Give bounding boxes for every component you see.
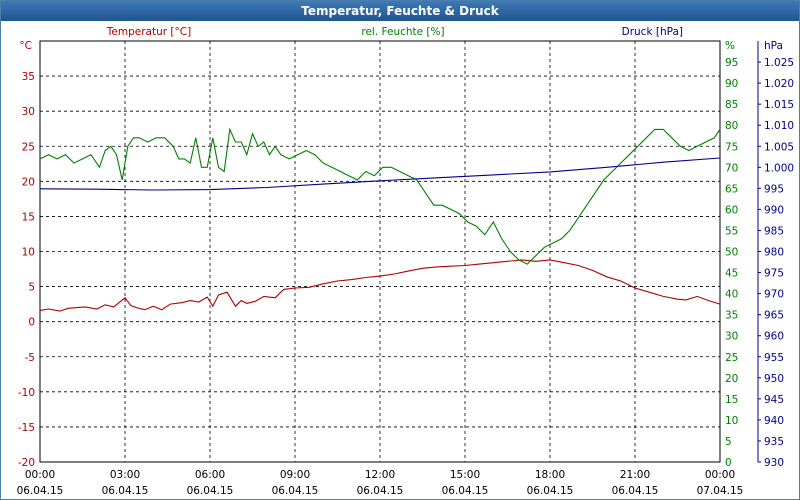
x-tick-time: 18:00: [535, 469, 565, 481]
pressure-tick-label: 985: [764, 225, 784, 237]
pressure-tick-label: 965: [764, 310, 784, 322]
x-tick-time: 21:00: [620, 469, 650, 481]
x-tick-date: 07.04.15: [697, 485, 744, 497]
x-tick-date: 06.04.15: [102, 485, 149, 497]
pressure-tick-label: 930: [764, 457, 784, 469]
pressure-tick-label: 940: [764, 415, 784, 427]
x-tick-time: 15:00: [450, 469, 480, 481]
temp-tick-label: -20: [18, 457, 35, 469]
pressure-tick-label: 970: [764, 289, 784, 301]
humidity-tick-label: 95: [725, 57, 738, 69]
temp-tick-label: -10: [18, 387, 35, 399]
temp-tick-label: 10: [22, 247, 35, 259]
x-tick-time: 09:00: [280, 469, 310, 481]
temp-tick-label: -5: [25, 352, 35, 364]
temp-tick-label: 20: [22, 176, 35, 188]
pressure-tick-label: 995: [764, 183, 784, 195]
window-title: Temperatur, Feuchte & Druck: [1, 1, 799, 21]
x-tick-time: 00:00: [705, 469, 735, 481]
series-line-humidity: [39, 127, 721, 265]
pressure-unit-label: hPa: [764, 40, 783, 52]
pressure-tick-label: 980: [764, 247, 784, 259]
temp-tick-label: 30: [22, 106, 35, 118]
temp-tick-label: 5: [28, 282, 35, 294]
legend-humidity: rel. Feuchte [%]: [361, 26, 444, 38]
humidity-tick-label: 55: [725, 225, 738, 237]
x-tick-time: 12:00: [365, 469, 395, 481]
pressure-tick-label: 1.025: [764, 57, 794, 69]
humidity-tick-label: 10: [725, 415, 738, 427]
x-tick-date: 06.04.15: [17, 485, 64, 497]
pressure-tick-label: 935: [764, 436, 784, 448]
temp-unit-label: °C: [19, 40, 32, 52]
legend-temperature: Temperatur [°C]: [106, 26, 191, 38]
pressure-tick-label: 1.020: [764, 78, 794, 90]
x-tick-time: 06:00: [195, 469, 225, 481]
humidity-tick-label: 35: [725, 310, 738, 322]
x-tick-date: 06.04.15: [612, 485, 659, 497]
temp-tick-label: -15: [18, 422, 35, 434]
pressure-tick-label: 960: [764, 331, 784, 343]
temp-tick-label: 0: [28, 317, 35, 329]
pressure-tick-label: 975: [764, 268, 784, 280]
humidity-tick-label: 0: [725, 457, 732, 469]
x-tick-date: 06.04.15: [187, 485, 234, 497]
humidity-tick-label: 65: [725, 183, 738, 195]
x-tick-time: 03:00: [110, 469, 140, 481]
humidity-tick-label: 60: [725, 204, 738, 216]
temp-tick-label: 25: [22, 141, 35, 153]
pressure-tick-label: 990: [764, 204, 784, 216]
pressure-tick-label: 1.010: [764, 120, 794, 132]
humidity-tick-label: 45: [725, 268, 738, 280]
x-tick-time: 00:00: [25, 469, 55, 481]
temp-tick-label: 15: [22, 211, 35, 223]
humidity-tick-label: 25: [725, 352, 738, 364]
x-tick-date: 06.04.15: [272, 485, 319, 497]
humidity-tick-label: 70: [725, 162, 738, 174]
pressure-tick-label: 950: [764, 373, 784, 385]
pressure-tick-label: 1.015: [764, 99, 794, 111]
series-line-temperature: [39, 259, 721, 312]
x-tick-date: 06.04.15: [442, 485, 489, 497]
humidity-tick-label: 75: [725, 141, 738, 153]
temp-tick-label: 35: [22, 71, 35, 83]
legend-pressure: Druck [hPa]: [622, 26, 683, 38]
pressure-tick-label: 1.000: [764, 162, 794, 174]
humidity-tick-label: 40: [725, 289, 738, 301]
humidity-tick-label: 50: [725, 247, 738, 259]
x-tick-date: 06.04.15: [527, 485, 574, 497]
pressure-tick-label: 945: [764, 394, 784, 406]
pressure-tick-label: 1.005: [764, 141, 794, 153]
humidity-tick-label: 15: [725, 394, 738, 406]
series-line-pressure: [39, 157, 721, 191]
x-tick-date: 06.04.15: [357, 485, 404, 497]
humidity-tick-label: 20: [725, 373, 738, 385]
humidity-tick-label: 90: [725, 78, 738, 90]
humidity-tick-label: 5: [725, 436, 732, 448]
humidity-tick-label: 80: [725, 120, 738, 132]
pressure-tick-label: 955: [764, 352, 784, 364]
humidity-tick-label: 85: [725, 99, 738, 111]
humidity-tick-label: 30: [725, 331, 738, 343]
humidity-unit-label: %: [725, 40, 735, 52]
